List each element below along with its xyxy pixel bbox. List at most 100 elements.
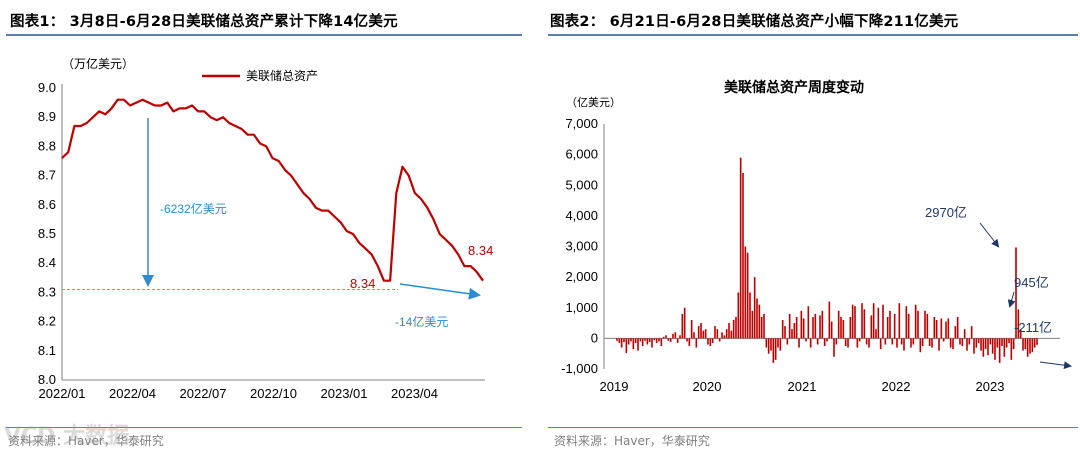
left-y-tick-label: 8.2 (38, 314, 56, 329)
right-bar (807, 306, 810, 339)
right-bar (823, 338, 826, 347)
right-bar (686, 338, 688, 342)
right-bar (798, 338, 800, 348)
right-bar (646, 338, 649, 345)
right-bar (991, 338, 994, 354)
left-panel: 图表1： 3月8日-6月28日美联储总资产累计下降14亿美元 （万亿美元） 9.0… (6, 14, 522, 448)
right-bar (718, 338, 721, 342)
right-bar (879, 338, 882, 350)
right-bar (1022, 338, 1024, 351)
right-bar (847, 338, 849, 348)
left-x-tick-label: 2022/01 (39, 386, 86, 401)
right-bar (947, 318, 950, 339)
right-bar (770, 338, 772, 351)
right-bar (819, 315, 821, 339)
left-x-tick-label: 2023/01 (321, 386, 368, 401)
right-bar (814, 313, 817, 339)
right-bar (931, 338, 933, 348)
right-bar (735, 316, 737, 339)
right-bar (889, 310, 891, 339)
right-bar (786, 338, 789, 345)
right-bar (900, 338, 903, 345)
right-y-tick-label: 7,000 (565, 116, 598, 131)
right-bar (949, 338, 952, 348)
right-bar (987, 338, 989, 356)
right-bar (625, 338, 628, 354)
right-bar (809, 338, 812, 348)
right-bar (669, 338, 672, 343)
right-bar (910, 338, 912, 348)
right-bar (816, 338, 819, 345)
right-bar (926, 313, 929, 339)
right-bar (634, 338, 637, 343)
right-bar (884, 338, 887, 345)
right-bar (651, 338, 653, 348)
right-bar (702, 330, 705, 339)
right-bar (644, 338, 646, 341)
left-y-tick-label: 8.5 (38, 226, 56, 241)
right-bar (868, 338, 870, 348)
right-bar (653, 338, 656, 341)
right-bar (959, 338, 961, 345)
right-bar (872, 303, 875, 339)
right-bar (616, 338, 618, 341)
right-bar (744, 246, 747, 339)
right-bar (623, 338, 625, 343)
right-bar (802, 318, 805, 339)
left-x-tick-label: 2022/10 (250, 386, 297, 401)
right-bar (821, 310, 824, 339)
right-bar (977, 338, 980, 343)
right-bar (714, 326, 716, 339)
right-bar (756, 298, 758, 339)
right-bar (840, 316, 842, 339)
right-bar (1010, 338, 1013, 360)
right-x-tick-label: 2022 (882, 379, 911, 394)
right-bar (933, 316, 936, 339)
right-y-tick-label: 3,000 (565, 239, 598, 254)
right-bar (1001, 338, 1003, 347)
right-bar (662, 336, 665, 339)
right-bar (695, 338, 698, 348)
right-bar (637, 338, 639, 351)
right-y-tick-label: 2,000 (565, 269, 598, 284)
right-unit-label: （亿美元） (566, 96, 621, 109)
right-bar (849, 316, 852, 339)
right-bar (781, 320, 784, 339)
right-bar (737, 292, 740, 339)
left-source-rule (6, 427, 522, 428)
right-bar (970, 326, 973, 339)
right-bar (788, 313, 791, 339)
right-bar (980, 338, 982, 351)
left-unit-label: （万亿美元） (62, 56, 134, 71)
right-bar (721, 332, 723, 339)
right-bar (935, 320, 938, 339)
right-bar (863, 309, 866, 339)
right-bar (968, 338, 971, 345)
right-bar (758, 304, 761, 339)
right-x-tick-label: 2023 (976, 379, 1005, 394)
right-bar (826, 338, 828, 342)
right-bar (1036, 338, 1038, 345)
right-bar (639, 338, 642, 342)
left-drop-annotation: -6232亿美元 (160, 201, 227, 216)
right-bar (984, 338, 987, 350)
left-y-tick-label: 8.8 (38, 138, 56, 153)
right-bar (865, 338, 868, 345)
right-bar (952, 338, 954, 350)
right-bar (681, 313, 684, 339)
left-source-note: 资料来源：Haver，华泰研究 (8, 434, 164, 448)
right-peak-annotation: 2970亿 (925, 205, 967, 220)
right-bar (716, 329, 719, 339)
right-second-arrow (1007, 291, 1016, 308)
right-bar (928, 338, 931, 347)
right-bar (907, 313, 910, 339)
right-bar (1017, 309, 1020, 339)
right-source-rule (548, 427, 1078, 428)
right-bar (760, 316, 763, 339)
right-y-tick-label: -1,000 (561, 361, 598, 376)
right-y-tick-label: 5,000 (565, 177, 598, 192)
right-bar (844, 338, 847, 347)
right-bar (940, 318, 943, 339)
right-bar (870, 315, 873, 339)
right-bar (835, 338, 838, 345)
